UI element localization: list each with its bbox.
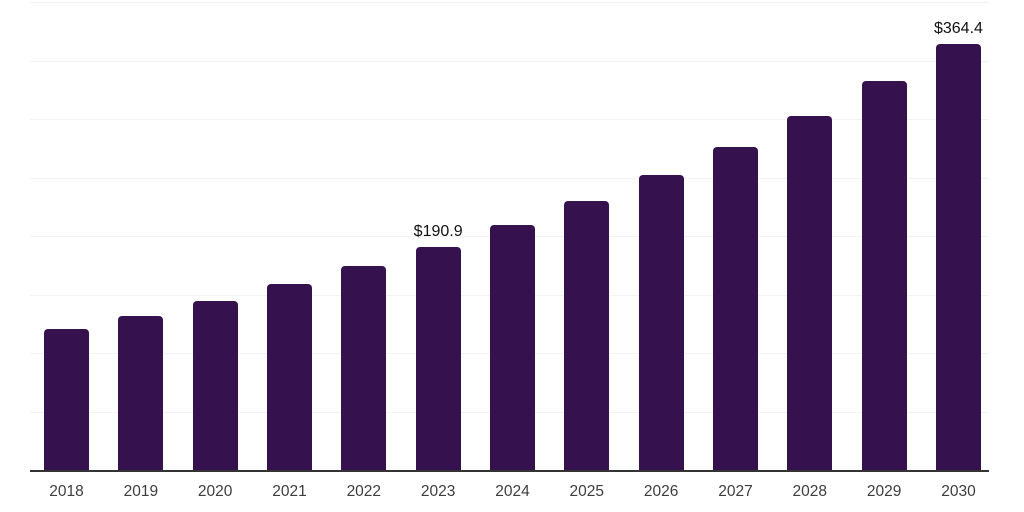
x-axis-label-2029: 2029 xyxy=(866,483,902,500)
bar-2021 xyxy=(266,284,312,470)
bar-value-label-2030: $364.4 xyxy=(933,19,983,37)
bar-2020 xyxy=(192,300,238,470)
gridline xyxy=(30,177,989,179)
x-axis: 2018 2019 2020 2021 2022 2023 2024 2025 2026 2027… xyxy=(30,483,989,505)
bar-2027 xyxy=(712,146,758,470)
x-axis-label-2027: 2027 xyxy=(718,483,753,500)
x-axis-label-2021: 2021 xyxy=(272,483,307,500)
bar-2024 xyxy=(489,225,535,470)
x-axis-label-2024: 2024 xyxy=(495,483,530,500)
x-axis-label-2018: 2018 xyxy=(49,483,84,500)
bar-2026 xyxy=(638,175,684,470)
x-axis-label-2019: 2019 xyxy=(123,483,159,500)
bar-value-label-2023: $190.9 xyxy=(413,222,463,240)
x-axis-label-2025: 2025 xyxy=(569,483,605,500)
bar-2023 xyxy=(415,246,461,470)
bar-2029 xyxy=(861,81,907,470)
gridline xyxy=(30,2,989,3)
x-axis-label-2022: 2022 xyxy=(346,483,382,500)
gridline xyxy=(30,60,989,62)
bar-2025 xyxy=(564,201,610,470)
gridline xyxy=(30,119,989,120)
x-axis-line xyxy=(30,470,989,472)
bar-2030 xyxy=(935,43,981,470)
x-axis-label-2023: 2023 xyxy=(420,483,456,500)
bar-2028 xyxy=(787,115,833,470)
bar-2018 xyxy=(44,329,89,470)
x-axis-label-2026: 2026 xyxy=(643,483,679,500)
bar-2019 xyxy=(118,315,164,470)
bar-2022 xyxy=(341,266,387,470)
x-axis-label-2028: 2028 xyxy=(792,483,828,500)
x-axis-label-2020: 2020 xyxy=(197,483,233,500)
x-axis-label-2030: 2030 xyxy=(941,483,976,500)
plot-area: $190.9 $364.4 xyxy=(30,2,989,472)
